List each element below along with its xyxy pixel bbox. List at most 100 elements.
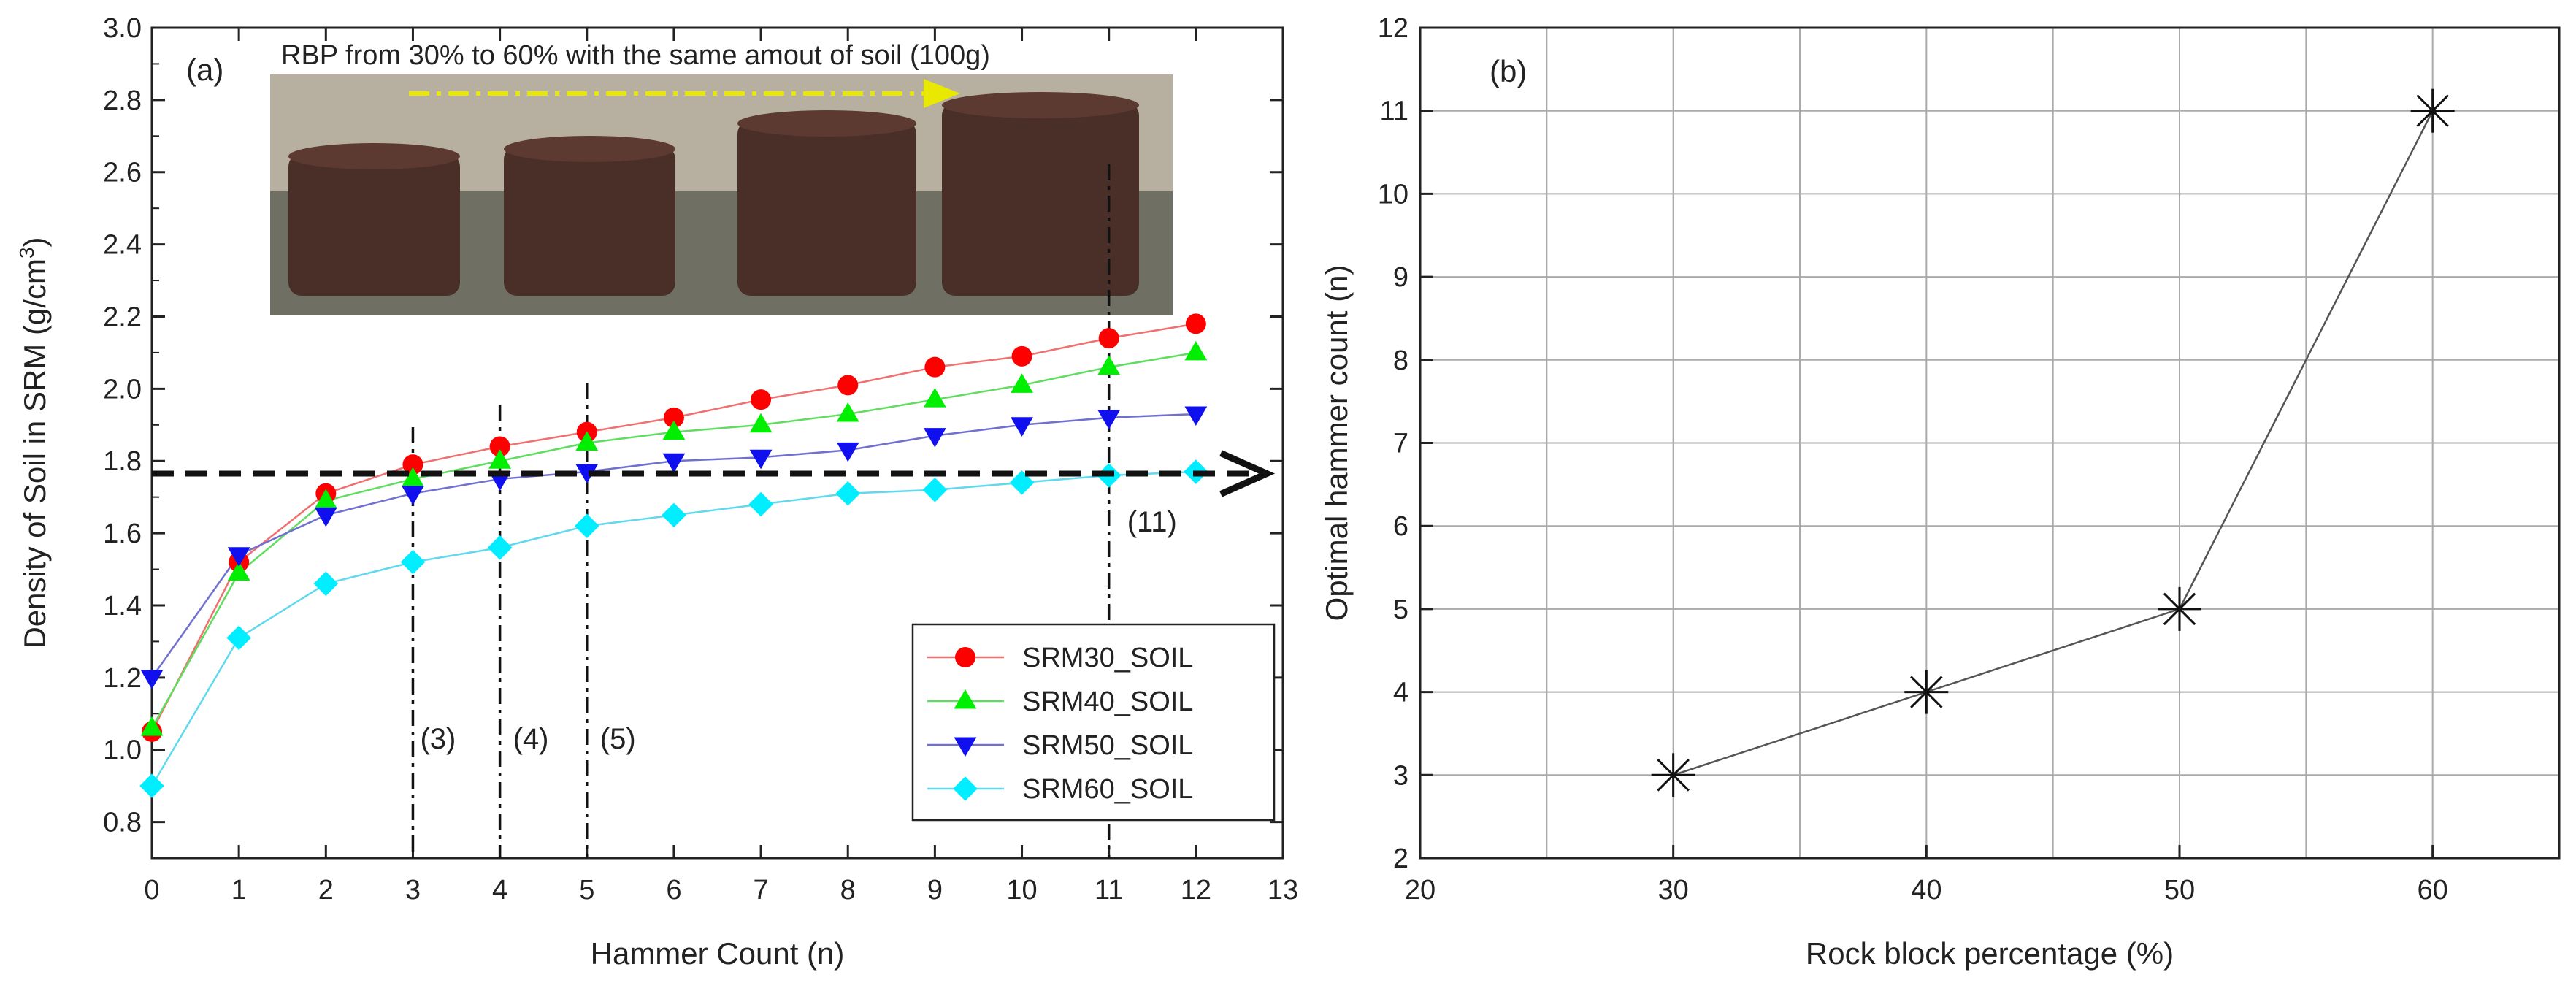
y-tick-label-b: 2 [1393, 843, 1408, 874]
x-tick-label-b: 40 [1911, 875, 1941, 906]
data-point [923, 428, 946, 448]
x-tick-label-a: 3 [405, 875, 421, 906]
data-point [924, 356, 946, 378]
legend-entry: SRM40_SOIL [1022, 686, 1193, 717]
y-tick-label-b: 3 [1393, 760, 1408, 791]
y-tick-label-b: 5 [1393, 594, 1408, 625]
data-point [836, 402, 859, 422]
panel-a: RBP from 30% to 60% with the same amout … [15, 13, 1298, 971]
y-tick-label-a: 1.8 [103, 446, 142, 477]
data-point [922, 477, 948, 502]
data-point [487, 535, 513, 560]
soil-sample-top [737, 110, 916, 137]
star-stroke [1910, 676, 1943, 708]
y-tick-label-b: 9 [1393, 262, 1408, 293]
legend-a: SRM30_SOIL SRM40_SOIL SRM50_SOIL SRM60_SOIL [911, 623, 1276, 822]
data-point [313, 571, 339, 597]
vertical-marker-label: (4) [513, 723, 549, 755]
vertical-marker-label: (5) [600, 723, 636, 755]
x-tick-label-b: 20 [1405, 875, 1435, 906]
y-tick-label-a: 2.8 [103, 85, 142, 116]
x-tick-label-a: 12 [1181, 875, 1211, 906]
photo-inset [270, 74, 1173, 315]
vertical-marker-label: (11) [1127, 506, 1177, 538]
x-tick-label-b: 30 [1658, 875, 1689, 906]
data-point-star [2410, 88, 2455, 133]
data-point [488, 449, 512, 469]
soil-sample-cylinder [737, 120, 916, 296]
legend-entry: SRM50_SOIL [1022, 730, 1193, 761]
legend-marker [954, 689, 977, 709]
y-tick-label-a: 3.0 [103, 13, 142, 44]
x-tick-label-a: 11 [1095, 875, 1123, 906]
plot-frame-a [150, 26, 1284, 860]
x-axis-title-a: Hammer Count (n) [591, 936, 845, 971]
data-point [1185, 313, 1206, 334]
photo-arrow-head [924, 79, 960, 108]
data-point [402, 454, 423, 475]
data-point [1011, 373, 1033, 393]
data-point [139, 773, 164, 798]
x-tick-label-b: 50 [2164, 875, 2195, 906]
legend-entry: SRM60_SOIL [1022, 774, 1193, 805]
y-tick-label-a: 2.2 [103, 302, 142, 332]
data-point [1097, 355, 1121, 375]
data-point [1184, 406, 1208, 426]
data-point [314, 489, 337, 509]
data-point [402, 467, 424, 487]
data-point-star [2158, 586, 2201, 631]
star-stroke [2416, 94, 2449, 127]
legend-marker [955, 647, 975, 667]
x-tick-label-a: 1 [231, 875, 247, 906]
y-axis-title-b: Optimal hammer count (n) [1319, 265, 1354, 621]
x-tick-label-a: 5 [579, 875, 594, 906]
data-point [1184, 340, 1208, 361]
data-point [574, 513, 599, 538]
data-point [314, 507, 337, 527]
y-tick-label-a: 1.6 [103, 519, 142, 549]
x-tick-label-a: 6 [666, 875, 681, 906]
legend-marker [953, 776, 978, 801]
soil-sample-top [504, 136, 675, 162]
data-point [575, 464, 599, 484]
data-point [1097, 410, 1121, 429]
data-point [140, 670, 164, 689]
data-point [402, 486, 424, 505]
y-tick-label-b: 10 [1378, 179, 1408, 210]
legend-marker [954, 737, 977, 757]
x-tick-label-a: 8 [840, 875, 856, 906]
panel-b: 2 3 4 5 6 7 8 9 10 11 12 20 30 40 50 60 Rock block perce… [1319, 13, 2561, 971]
star-stroke [2163, 592, 2196, 626]
y-tick-label-a: 2.0 [103, 374, 142, 405]
data-point [662, 420, 686, 440]
y-tick-label-b: 8 [1393, 345, 1408, 376]
soil-sample-top [288, 143, 460, 169]
data-point [1011, 345, 1032, 367]
soil-sample-cylinder [504, 146, 675, 296]
x-tick-label-a: 13 [1268, 875, 1298, 906]
data-point [923, 388, 946, 408]
data-point [1011, 417, 1033, 437]
data-point [227, 547, 250, 567]
star-stroke [1657, 759, 1690, 792]
y-tick-label-a: 1.0 [103, 735, 142, 766]
data-point [662, 502, 686, 528]
data-point [400, 549, 426, 575]
y-tick-label-a: 2.6 [103, 158, 142, 188]
x-tick-label-a: 10 [1006, 875, 1037, 906]
data-point [835, 481, 861, 506]
data-point-star [1651, 753, 1695, 797]
soil-sample-cylinder [288, 153, 460, 296]
y-tick-label-a: 1.4 [103, 591, 142, 621]
data-point [226, 625, 251, 651]
x-tick-label-a: 7 [754, 875, 769, 906]
series-line-b [1673, 110, 2434, 776]
data-point [751, 389, 772, 410]
y-tick-label-b: 11 [1380, 96, 1408, 127]
legend-entry: SRM30_SOIL [1022, 643, 1193, 673]
data-point [749, 413, 773, 433]
data-point [749, 449, 773, 470]
data-point [489, 436, 510, 457]
data-point [227, 561, 250, 581]
